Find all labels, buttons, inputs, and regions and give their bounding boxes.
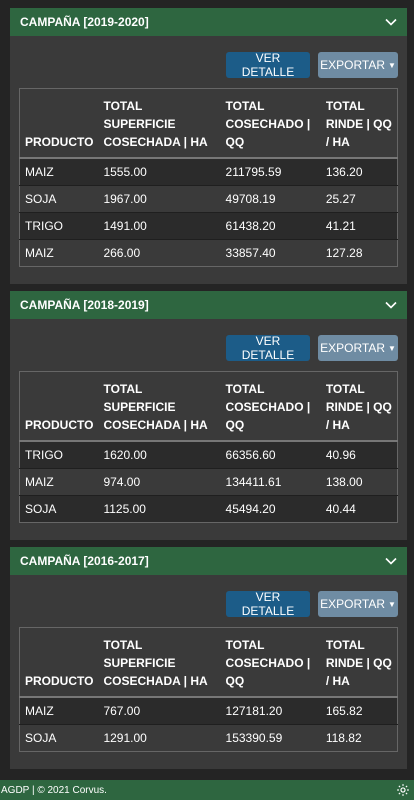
campaign-table: PRODUCTO TOTAL SUPERFICIE COSECHADA | HA… [19,371,398,523]
column-header-harvested: TOTAL COSECHADO | QQ [220,88,321,159]
campaign-section: CAMPAÑA [2019-2020] VER DETALLE EXPORTAR… [10,8,407,284]
chevron-down-icon[interactable] [385,555,397,567]
table-cell: 153390.59 [220,724,321,752]
column-header-product: PRODUCTO [19,371,99,442]
table-row: MAIZ 1555.00 211795.59 136.20 [19,157,398,186]
table-row: SOJA 1291.00 153390.59 118.82 [19,724,398,752]
table-cell: 1125.00 [98,495,221,523]
table-cell: MAIZ [19,696,99,725]
table-cell: 211795.59 [220,157,321,186]
table-cell: 25.27 [320,185,398,213]
footer: AGDP | © 2021 Corvus. [0,780,414,800]
table-cell: 1967.00 [98,185,221,213]
table-cell: 138.00 [320,468,398,496]
table-row: SOJA 1125.00 45494.20 40.44 [19,495,398,523]
table-cell: 40.44 [320,495,398,523]
table-row: MAIZ 974.00 134411.61 138.00 [19,468,398,496]
table-cell: 974.00 [98,468,221,496]
export-label: EXPORTAR [320,58,385,72]
view-details-button[interactable]: VER DETALLE [226,51,310,79]
export-dropdown-button[interactable]: EXPORTAR ▼ [318,591,398,617]
column-header-yield: TOTAL RINDE | QQ / HA [320,627,398,698]
campaign-section: CAMPAÑA [2018-2019] VER DETALLE EXPORTAR… [10,291,407,540]
campaign-actions: VER DETALLE EXPORTAR ▼ [10,334,407,362]
table-row: MAIZ 266.00 33857.40 127.28 [19,239,398,267]
caret-down-icon: ▼ [388,343,396,353]
view-details-label: VER DETALLE [241,590,295,618]
table-cell: 1491.00 [98,212,221,240]
campaign-actions: VER DETALLE EXPORTAR ▼ [10,590,407,618]
table-cell: 165.82 [320,696,398,725]
export-dropdown-button[interactable]: EXPORTAR ▼ [318,335,398,361]
table-row: TRIGO 1620.00 66356.60 40.96 [19,440,398,469]
table-cell: 66356.60 [220,440,321,469]
table-header-row: PRODUCTO TOTAL SUPERFICIE COSECHADA | HA… [19,371,398,442]
table-header-row: PRODUCTO TOTAL SUPERFICIE COSECHADA | HA… [19,627,398,698]
campaign-header[interactable]: CAMPAÑA [2018-2019] [10,291,407,319]
column-header-surface: TOTAL SUPERFICIE COSECHADA | HA [98,371,221,442]
campaign-title: CAMPAÑA [2019-2020] [20,15,149,29]
chevron-down-icon[interactable] [385,16,397,28]
footer-text: AGDP | © 2021 Corvus. [1,784,107,796]
table-cell: MAIZ [19,239,99,267]
column-header-yield: TOTAL RINDE | QQ / HA [320,88,398,159]
table-cell: 266.00 [98,239,221,267]
column-header-harvested: TOTAL COSECHADO | QQ [220,627,321,698]
campaign-table: PRODUCTO TOTAL SUPERFICIE COSECHADA | HA… [19,627,398,752]
table-cell: 40.96 [320,440,398,469]
column-header-surface: TOTAL SUPERFICIE COSECHADA | HA [98,627,221,698]
chevron-down-icon[interactable] [385,299,397,311]
table-row: MAIZ 767.00 127181.20 165.82 [19,696,398,725]
table-cell: 61438.20 [220,212,321,240]
caret-down-icon: ▼ [388,60,396,70]
table-header-row: PRODUCTO TOTAL SUPERFICIE COSECHADA | HA… [19,88,398,159]
table-cell: 136.20 [320,157,398,186]
campaign-title: CAMPAÑA [2016-2017] [20,554,149,568]
view-details-label: VER DETALLE [241,334,295,362]
table-cell: SOJA [19,724,99,752]
table-cell: 41.21 [320,212,398,240]
campaign-header[interactable]: CAMPAÑA [2016-2017] [10,547,407,575]
view-details-button[interactable]: VER DETALLE [226,590,310,618]
table-cell: SOJA [19,185,99,213]
table-row: TRIGO 1491.00 61438.20 41.21 [19,212,398,240]
table-cell: 49708.19 [220,185,321,213]
export-label: EXPORTAR [320,341,385,355]
column-header-harvested: TOTAL COSECHADO | QQ [220,371,321,442]
campaign-header[interactable]: CAMPAÑA [2019-2020] [10,8,407,36]
table-cell: 33857.40 [220,239,321,267]
table-cell: 134411.61 [220,468,321,496]
view-details-button[interactable]: VER DETALLE [226,334,310,362]
table-cell: 127181.20 [220,696,321,725]
table-cell: TRIGO [19,440,99,469]
campaign-section: CAMPAÑA [2016-2017] VER DETALLE EXPORTAR… [10,547,407,769]
table-cell: 127.28 [320,239,398,267]
view-details-label: VER DETALLE [241,51,295,79]
table-cell: MAIZ [19,157,99,186]
column-header-product: PRODUCTO [19,88,99,159]
export-label: EXPORTAR [320,597,385,611]
campaign-table: PRODUCTO TOTAL SUPERFICIE COSECHADA | HA… [19,88,398,267]
export-dropdown-button[interactable]: EXPORTAR ▼ [318,52,398,78]
table-cell: 45494.20 [220,495,321,523]
table-cell: 1555.00 [98,157,221,186]
column-header-product: PRODUCTO [19,627,99,698]
column-header-surface: TOTAL SUPERFICIE COSECHADA | HA [98,88,221,159]
column-header-yield: TOTAL RINDE | QQ / HA [320,371,398,442]
table-cell: 1620.00 [98,440,221,469]
table-cell: 1291.00 [98,724,221,752]
gear-icon[interactable] [395,782,411,798]
table-cell: 118.82 [320,724,398,752]
table-cell: MAIZ [19,468,99,496]
table-row: SOJA 1967.00 49708.19 25.27 [19,185,398,213]
table-cell: SOJA [19,495,99,523]
caret-down-icon: ▼ [388,599,396,609]
campaign-title: CAMPAÑA [2018-2019] [20,298,149,312]
table-cell: TRIGO [19,212,99,240]
campaign-actions: VER DETALLE EXPORTAR ▼ [10,51,407,79]
table-cell: 767.00 [98,696,221,725]
